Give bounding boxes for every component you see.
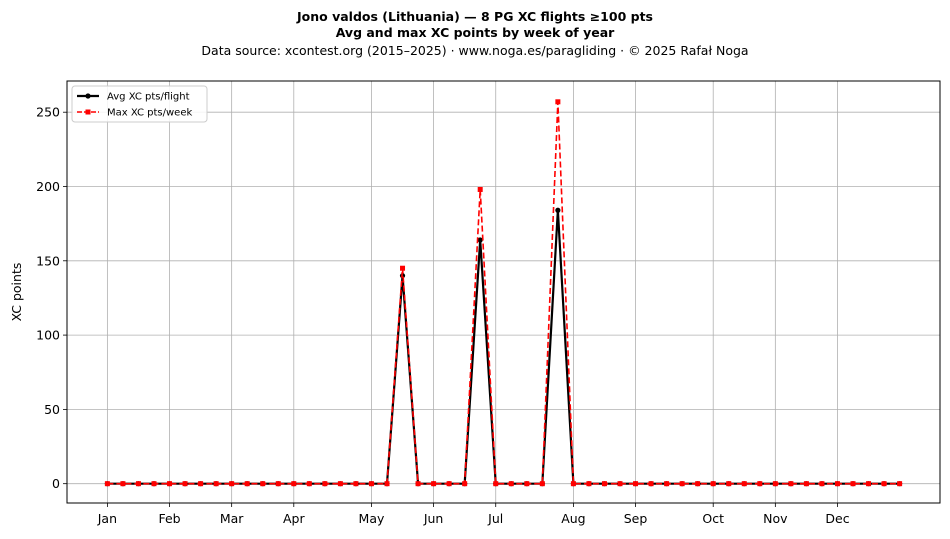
data-point xyxy=(306,481,312,487)
chart-subtitle: Data source: xcontest.org (2015–2025) · … xyxy=(201,43,749,58)
data-point xyxy=(679,481,685,487)
data-point xyxy=(244,481,250,487)
data-point xyxy=(617,481,623,487)
data-point xyxy=(819,481,825,487)
x-tick-label: Sep xyxy=(624,511,648,526)
data-point xyxy=(539,481,545,487)
legend-box xyxy=(71,85,208,123)
data-point xyxy=(322,481,328,487)
data-point xyxy=(337,481,343,487)
x-tick-label: Jan xyxy=(97,511,117,526)
data-point xyxy=(462,481,468,487)
data-point xyxy=(741,481,747,487)
y-tick-label: 250 xyxy=(36,105,60,120)
legend-label: Max XC pts/week xyxy=(107,108,192,119)
data-point xyxy=(866,481,872,487)
data-point xyxy=(198,481,204,487)
x-tick-label: Jul xyxy=(487,511,503,526)
plot-frame xyxy=(66,80,941,504)
data-point xyxy=(897,481,903,487)
series-layer xyxy=(104,99,903,487)
data-point xyxy=(803,481,809,487)
data-point xyxy=(633,481,639,487)
data-point xyxy=(104,481,110,487)
data-point xyxy=(213,481,219,487)
data-point xyxy=(229,481,235,487)
data-point xyxy=(555,99,561,105)
chart-title-line2: Avg and max XC points by week of year xyxy=(335,25,615,40)
x-tick-label: Aug xyxy=(561,511,585,526)
data-point xyxy=(431,481,437,487)
data-point xyxy=(400,265,406,271)
y-tick-label: 0 xyxy=(52,476,60,491)
data-point xyxy=(182,481,188,487)
data-point xyxy=(710,481,716,487)
grid-lines xyxy=(67,81,940,503)
legend: Avg XC pts/flight Max XC pts/week xyxy=(71,85,208,123)
data-point xyxy=(493,481,499,487)
x-tick-label: Oct xyxy=(702,511,724,526)
y-tick-label: 150 xyxy=(36,253,60,268)
x-tick-label: Jun xyxy=(423,511,444,526)
x-tick-label: Dec xyxy=(825,511,849,526)
y-tick-label: 200 xyxy=(36,179,60,194)
data-point xyxy=(772,481,778,487)
data-point xyxy=(850,481,856,487)
data-point xyxy=(570,481,576,487)
legend-marker xyxy=(85,109,91,115)
data-point xyxy=(757,481,763,487)
data-point xyxy=(695,481,701,487)
data-point xyxy=(446,481,452,487)
data-point xyxy=(167,481,173,487)
y-axis-label: XC points xyxy=(9,263,24,322)
data-point xyxy=(648,481,654,487)
x-tick-label: Feb xyxy=(158,511,180,526)
legend-label: Avg XC pts/flight xyxy=(107,92,190,103)
data-point xyxy=(120,481,126,487)
x-tick-label: Nov xyxy=(763,511,788,526)
data-point xyxy=(586,481,592,487)
data-point xyxy=(384,481,390,487)
data-point xyxy=(151,481,157,487)
data-point xyxy=(555,207,561,213)
data-point xyxy=(834,481,840,487)
data-point xyxy=(601,481,607,487)
data-point xyxy=(477,237,483,243)
data-point xyxy=(368,481,374,487)
y-tick-label: 50 xyxy=(44,402,60,417)
data-point xyxy=(291,481,297,487)
series-line xyxy=(107,209,900,485)
data-point xyxy=(726,481,732,487)
x-tick-label: Apr xyxy=(283,511,305,526)
data-point xyxy=(275,481,281,487)
data-point xyxy=(260,481,266,487)
data-point xyxy=(508,481,514,487)
data-point xyxy=(415,481,421,487)
series-line xyxy=(107,101,900,485)
data-point xyxy=(524,481,530,487)
data-point xyxy=(477,186,483,192)
legend-marker xyxy=(85,93,91,99)
x-tick-label: Mar xyxy=(220,511,244,526)
data-point xyxy=(788,481,794,487)
x-tick-label: May xyxy=(359,511,385,526)
data-point xyxy=(353,481,359,487)
y-tick-label: 100 xyxy=(36,328,60,343)
data-point xyxy=(135,481,141,487)
axes: 0 50 100 150 200 250 Jan Feb Mar Apr May Jun Jul Aug S… xyxy=(36,105,850,526)
data-point xyxy=(664,481,670,487)
chart-title-line1: Jono valdos (Lithuania) — 8 PG XC flight… xyxy=(297,9,653,24)
data-point xyxy=(881,481,887,487)
